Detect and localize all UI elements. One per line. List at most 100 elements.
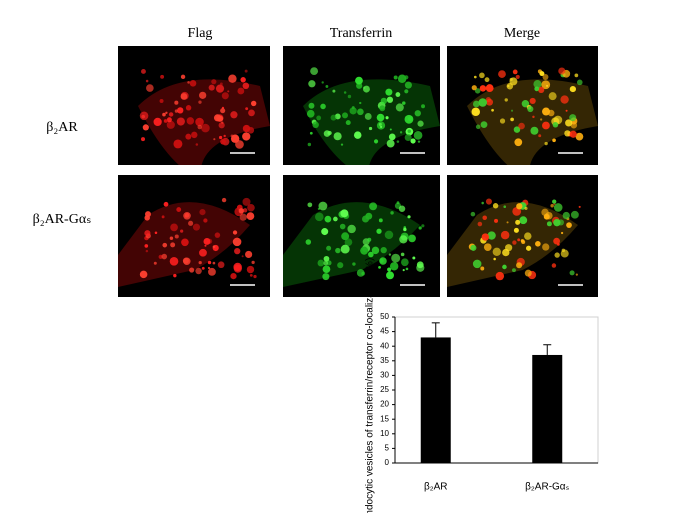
vesicle	[218, 135, 223, 140]
vesicle	[402, 269, 405, 272]
vesicle	[416, 263, 425, 272]
vesicle	[230, 272, 237, 280]
vesicle	[475, 124, 481, 130]
vesicle	[249, 273, 253, 277]
y-tick-label: 20	[380, 400, 389, 409]
vesicle	[174, 100, 179, 105]
vesicle	[398, 205, 406, 213]
vesicle	[546, 221, 552, 227]
vesicle	[364, 113, 372, 120]
vesicle	[513, 227, 519, 233]
cell	[138, 79, 270, 165]
vesicle	[363, 85, 370, 93]
vesicle	[404, 75, 409, 80]
vesicle	[527, 105, 534, 113]
vesicle	[494, 218, 499, 223]
vesicle	[369, 202, 378, 211]
vesicle	[162, 242, 168, 248]
vesicle	[244, 69, 248, 73]
column-label: Merge	[504, 26, 540, 41]
vesicle	[371, 246, 380, 255]
vesicle	[518, 122, 525, 130]
vesicle	[388, 133, 396, 141]
vesicle	[400, 252, 405, 257]
vesicle	[195, 117, 204, 127]
vesicle	[365, 212, 373, 220]
vesicle	[485, 84, 494, 93]
vesicle	[221, 197, 227, 203]
vesicle	[165, 111, 168, 114]
vesicle	[233, 262, 242, 272]
vesicle	[386, 96, 394, 103]
bar	[532, 354, 563, 463]
vesicle	[480, 121, 488, 128]
vesicle	[556, 242, 560, 246]
vesicle	[498, 70, 506, 78]
vesicle	[542, 121, 550, 130]
vesicle	[524, 232, 532, 240]
vesicle	[238, 208, 245, 214]
vesicle	[575, 273, 578, 276]
vesicle	[481, 233, 490, 241]
vesicle	[308, 102, 315, 109]
vesicle	[242, 132, 251, 141]
vesicle	[421, 104, 426, 109]
vesicle	[162, 112, 166, 117]
vesicle	[511, 109, 514, 112]
vesicle	[359, 101, 362, 105]
vesicle	[323, 255, 330, 262]
vesicle	[516, 203, 523, 210]
vesicle	[558, 67, 566, 75]
y-tick-label: 25	[380, 385, 389, 394]
vesicle	[330, 114, 337, 121]
vesicle	[477, 221, 483, 227]
vesicle	[356, 269, 365, 277]
vesicle	[378, 218, 383, 223]
vesicle	[215, 84, 225, 93]
vesicle	[565, 109, 568, 112]
vesicle	[213, 114, 222, 122]
vesicle	[379, 105, 386, 112]
vesicle	[491, 108, 494, 112]
vesicle	[201, 123, 210, 133]
vesicle	[484, 77, 490, 83]
vesicle	[318, 201, 328, 211]
vesicle	[335, 247, 341, 254]
vesicle	[242, 82, 250, 90]
y-axis-label: Endocytic vesicles of transferrin/recept…	[365, 258, 376, 513]
vesicle	[471, 85, 477, 91]
vesicle	[402, 101, 406, 105]
vesicle	[487, 231, 496, 240]
vesicle	[199, 209, 206, 216]
vesicle	[253, 274, 257, 279]
vesicle	[352, 262, 356, 266]
vesicle	[554, 252, 560, 258]
vesicle	[552, 138, 556, 143]
vesicle	[575, 132, 584, 141]
vesicle	[532, 115, 535, 119]
vesicle	[516, 262, 523, 269]
vesicle	[384, 230, 394, 240]
vesicle	[404, 114, 414, 124]
vesicle	[412, 256, 416, 260]
vesicle	[512, 240, 517, 245]
vesicle	[306, 109, 315, 118]
vesicle	[325, 85, 329, 88]
vesicle	[333, 216, 338, 222]
vesicle	[520, 239, 525, 243]
vesicle	[541, 80, 551, 90]
vesicle	[553, 203, 563, 212]
vesicle	[509, 77, 518, 86]
vesicle	[478, 98, 488, 107]
vesicle	[188, 220, 194, 226]
vesicle	[404, 81, 412, 89]
vesicle	[326, 245, 332, 251]
vesicle	[199, 91, 207, 100]
vesicle	[230, 111, 238, 119]
vesicle	[189, 79, 197, 87]
vesicle	[472, 259, 482, 269]
vesicle	[564, 130, 571, 137]
vesicle	[560, 231, 564, 235]
vesicle	[506, 221, 509, 224]
vesicle	[551, 263, 557, 268]
